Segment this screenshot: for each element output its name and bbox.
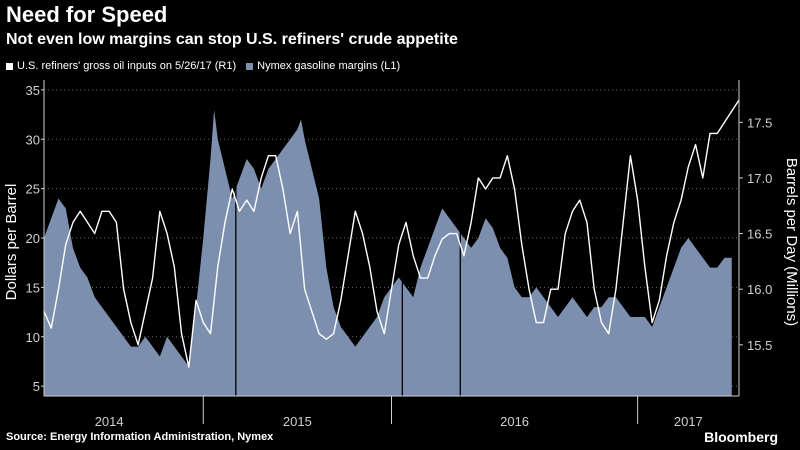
legend: U.S. refiners' gross oil inputs on 5/26/… (6, 60, 400, 72)
right-tick-label-17.5: 17.5 (747, 115, 772, 130)
x-label-2014: 2014 (95, 414, 124, 429)
legend-item-oil-inputs: U.S. refiners' gross oil inputs on 5/26/… (6, 60, 236, 72)
legend-label-gasoline-margins: Nymex gasoline margins (L1) (257, 60, 401, 72)
chart-title: Need for Speed (6, 2, 168, 27)
series-area-gasoline-margins (44, 109, 732, 396)
right-axis-label: Barrels per Day (Millions) (783, 158, 800, 326)
left-tick-label-30: 30 (26, 132, 40, 147)
x-label-2016: 2016 (500, 414, 529, 429)
source-note: Source: Energy Information Administratio… (6, 431, 274, 443)
right-tick-label-16: 16.0 (747, 282, 772, 297)
left-tick-label-15: 15 (26, 280, 40, 295)
left-axis-label: Dollars per Barrel (3, 184, 20, 301)
axis-layer: 5 10 15 20 25 30 35 15.5 16.0 16.5 17.0 17.5 2014 201… (26, 80, 772, 429)
event-marker-layer (235, 86, 461, 396)
legend-swatch-line (6, 62, 13, 70)
legend-swatch-area (246, 62, 254, 70)
right-tick-label-15.5: 15.5 (747, 338, 772, 353)
legend-item-gasoline-margins: Nymex gasoline margins (L1) (246, 60, 400, 72)
line-layer (43, 99, 740, 368)
x-label-2015: 2015 (283, 414, 312, 429)
left-tick-label-10: 10 (26, 330, 40, 345)
area-layer (44, 109, 732, 396)
legend-label-oil-inputs: U.S. refiners' gross oil inputs on 5/26/… (17, 60, 237, 72)
brand-logo: Bloomberg (704, 429, 778, 445)
right-tick-label-17: 17.0 (747, 171, 772, 186)
series-line-oil-inputs (43, 99, 740, 368)
chart-subtitle: Not even low margins can stop U.S. refin… (6, 31, 458, 48)
left-tick-label-25: 25 (26, 182, 40, 197)
left-tick-label-20: 20 (26, 231, 40, 246)
right-tick-label-16.5: 16.5 (747, 227, 772, 242)
x-label-2017: 2017 (674, 414, 703, 429)
left-tick-label-5: 5 (33, 379, 40, 394)
left-tick-label-35: 35 (26, 83, 40, 98)
